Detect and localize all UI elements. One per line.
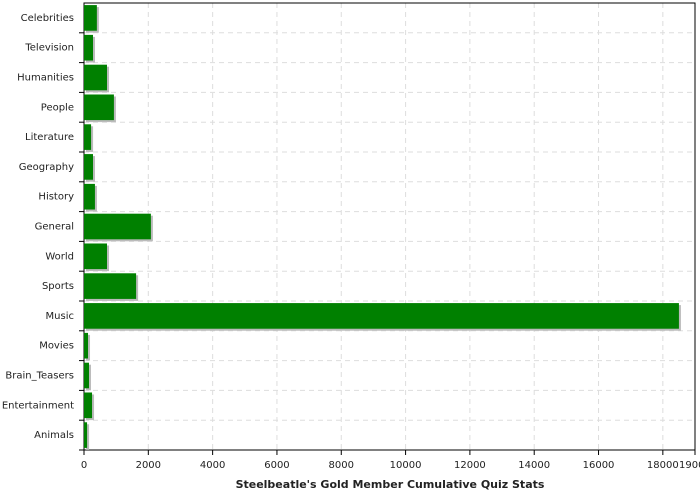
bar-shadow bbox=[86, 424, 90, 450]
bar bbox=[84, 332, 89, 359]
y-tick-label: Animals bbox=[34, 430, 74, 441]
y-tick-label: Humanities bbox=[17, 73, 74, 84]
bar bbox=[84, 303, 679, 329]
bar bbox=[84, 213, 151, 240]
bar bbox=[84, 422, 88, 448]
y-tick-label: History bbox=[38, 192, 74, 203]
y-tick-label: General bbox=[35, 222, 74, 233]
y-tick-label: Sports bbox=[42, 281, 74, 292]
x-tick-label: 10000 bbox=[390, 460, 422, 471]
y-tick-label: Television bbox=[24, 43, 74, 54]
bar bbox=[84, 34, 94, 61]
y-tick-label: Geography bbox=[19, 162, 74, 173]
x-tick-label: 4000 bbox=[200, 460, 225, 471]
bar bbox=[84, 154, 94, 180]
y-tick-label: Music bbox=[46, 311, 74, 322]
y-tick-label: Brain_Teasers bbox=[5, 371, 74, 382]
bar bbox=[84, 392, 93, 419]
bar bbox=[84, 94, 114, 121]
bar bbox=[84, 183, 95, 210]
x-tick-label: 16000 bbox=[583, 460, 615, 471]
x-tick-label: 12000 bbox=[454, 460, 486, 471]
y-tick-label: World bbox=[45, 251, 74, 262]
bar bbox=[84, 124, 92, 150]
x-tick-label: 8000 bbox=[329, 460, 354, 471]
y-tick-label: Entertainment bbox=[2, 400, 74, 411]
x-axis-title: Steelbeatle's Gold Member Cumulative Qui… bbox=[236, 478, 545, 491]
bar bbox=[84, 5, 97, 31]
x-tick-label: 6000 bbox=[264, 460, 289, 471]
bar bbox=[84, 243, 107, 270]
x-tick-label: 2000 bbox=[136, 460, 161, 471]
bar bbox=[84, 273, 137, 299]
x-tick-label: 19000 bbox=[679, 460, 700, 471]
y-tick-label: Literature bbox=[25, 132, 74, 143]
y-tick-label: Movies bbox=[39, 341, 74, 352]
bar bbox=[84, 362, 89, 389]
x-tick-label: 0 bbox=[81, 460, 87, 471]
x-tick-label: 14000 bbox=[518, 460, 550, 471]
bar bbox=[84, 64, 107, 91]
y-tick-label: People bbox=[41, 102, 74, 113]
plot-frame bbox=[83, 2, 696, 451]
x-tick-label: 18000 bbox=[647, 460, 679, 471]
y-tick-label: Celebrities bbox=[21, 13, 74, 24]
